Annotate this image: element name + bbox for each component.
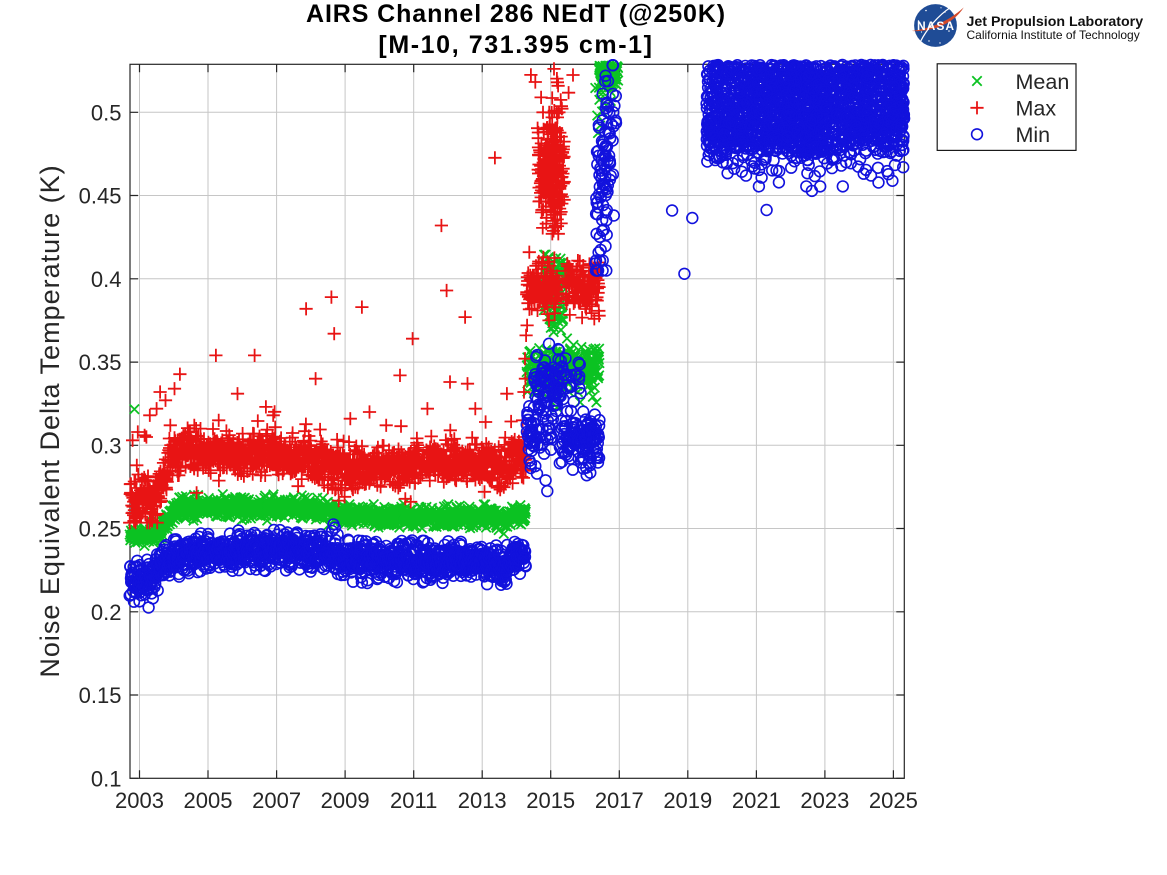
- svg-text:2019: 2019: [663, 788, 712, 813]
- svg-text:2009: 2009: [321, 788, 370, 813]
- svg-text:2013: 2013: [458, 788, 507, 813]
- svg-text:2005: 2005: [184, 788, 233, 813]
- svg-text:0.25: 0.25: [79, 517, 122, 542]
- svg-text:2021: 2021: [732, 788, 781, 813]
- svg-text:Noise Equivalent Delta Tempera: Noise Equivalent Delta Temperature (K): [35, 164, 65, 677]
- svg-text:2015: 2015: [526, 788, 575, 813]
- svg-text:0.15: 0.15: [79, 683, 122, 708]
- svg-text:0.2: 0.2: [91, 600, 122, 625]
- svg-text:Min: Min: [1016, 123, 1051, 147]
- svg-text:2011: 2011: [390, 788, 437, 813]
- svg-text:California Institute of Techno: California Institute of Technology: [967, 28, 1140, 42]
- svg-text:2003: 2003: [115, 788, 164, 813]
- svg-text:0.35: 0.35: [79, 350, 122, 375]
- svg-text:Max: Max: [1016, 96, 1057, 120]
- svg-text:0.45: 0.45: [79, 184, 122, 209]
- svg-text:2007: 2007: [252, 788, 301, 813]
- svg-text:NASA: NASA: [917, 19, 955, 33]
- svg-text:AIRS Channel 286 NEdT (@250K): AIRS Channel 286 NEdT (@250K): [306, 0, 726, 28]
- svg-text:2023: 2023: [800, 788, 849, 813]
- svg-text:2025: 2025: [869, 788, 918, 813]
- svg-text:2017: 2017: [595, 788, 644, 813]
- svg-text:0.5: 0.5: [91, 100, 122, 125]
- svg-text:0.3: 0.3: [91, 433, 122, 458]
- svg-text:[M-10, 731.395 cm-1]: [M-10, 731.395 cm-1]: [378, 31, 653, 59]
- svg-text:Jet Propulsion Laboratory: Jet Propulsion Laboratory: [967, 14, 1144, 30]
- svg-text:0.1: 0.1: [91, 766, 122, 791]
- svg-text:0.4: 0.4: [91, 267, 122, 292]
- svg-text:Mean: Mean: [1016, 70, 1070, 94]
